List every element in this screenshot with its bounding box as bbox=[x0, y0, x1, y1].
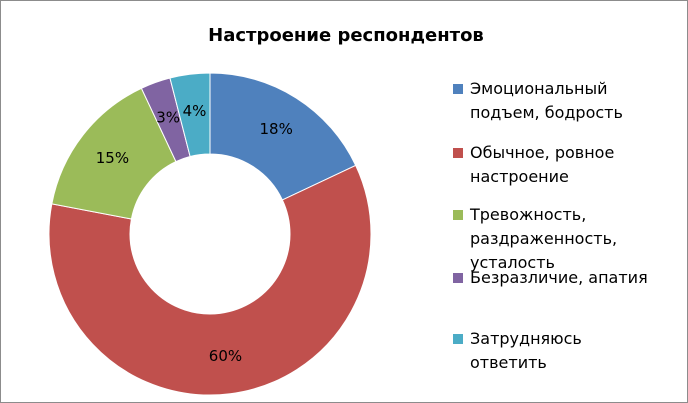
legend-item: Безразличие, апатия bbox=[453, 266, 660, 290]
legend-item: Эмоциональный подъем, бодрость bbox=[453, 77, 660, 125]
data-label: 3% bbox=[156, 108, 180, 126]
data-label: 18% bbox=[260, 120, 293, 138]
legend-item: Затрудняюсь ответить bbox=[453, 327, 660, 375]
legend-swatch bbox=[453, 210, 463, 220]
legend-item: Тревожность, раздраженность, усталость bbox=[453, 203, 660, 275]
data-label: 60% bbox=[209, 347, 242, 365]
legend-label: Затрудняюсь ответить bbox=[470, 329, 582, 372]
legend-swatch bbox=[453, 84, 463, 94]
legend-label: Эмоциональный подъем, бодрость bbox=[470, 79, 623, 122]
legend-label: Обычное, ровное настроение bbox=[470, 143, 615, 186]
donut-slice bbox=[209, 72, 357, 201]
data-label: 4% bbox=[183, 102, 207, 120]
legend-label: Безразличие, апатия bbox=[470, 268, 648, 287]
legend-swatch bbox=[453, 334, 463, 344]
legend-label: Тревожность, раздраженность, усталость bbox=[470, 205, 618, 272]
data-label: 15% bbox=[96, 149, 129, 167]
donut-slice bbox=[169, 72, 211, 158]
donut-slice bbox=[48, 164, 372, 396]
legend-swatch bbox=[453, 273, 463, 283]
chart-title: Настроение респондентов bbox=[208, 25, 484, 46]
legend-swatch bbox=[453, 148, 463, 158]
legend-item: Обычное, ровное настроение bbox=[453, 141, 660, 189]
